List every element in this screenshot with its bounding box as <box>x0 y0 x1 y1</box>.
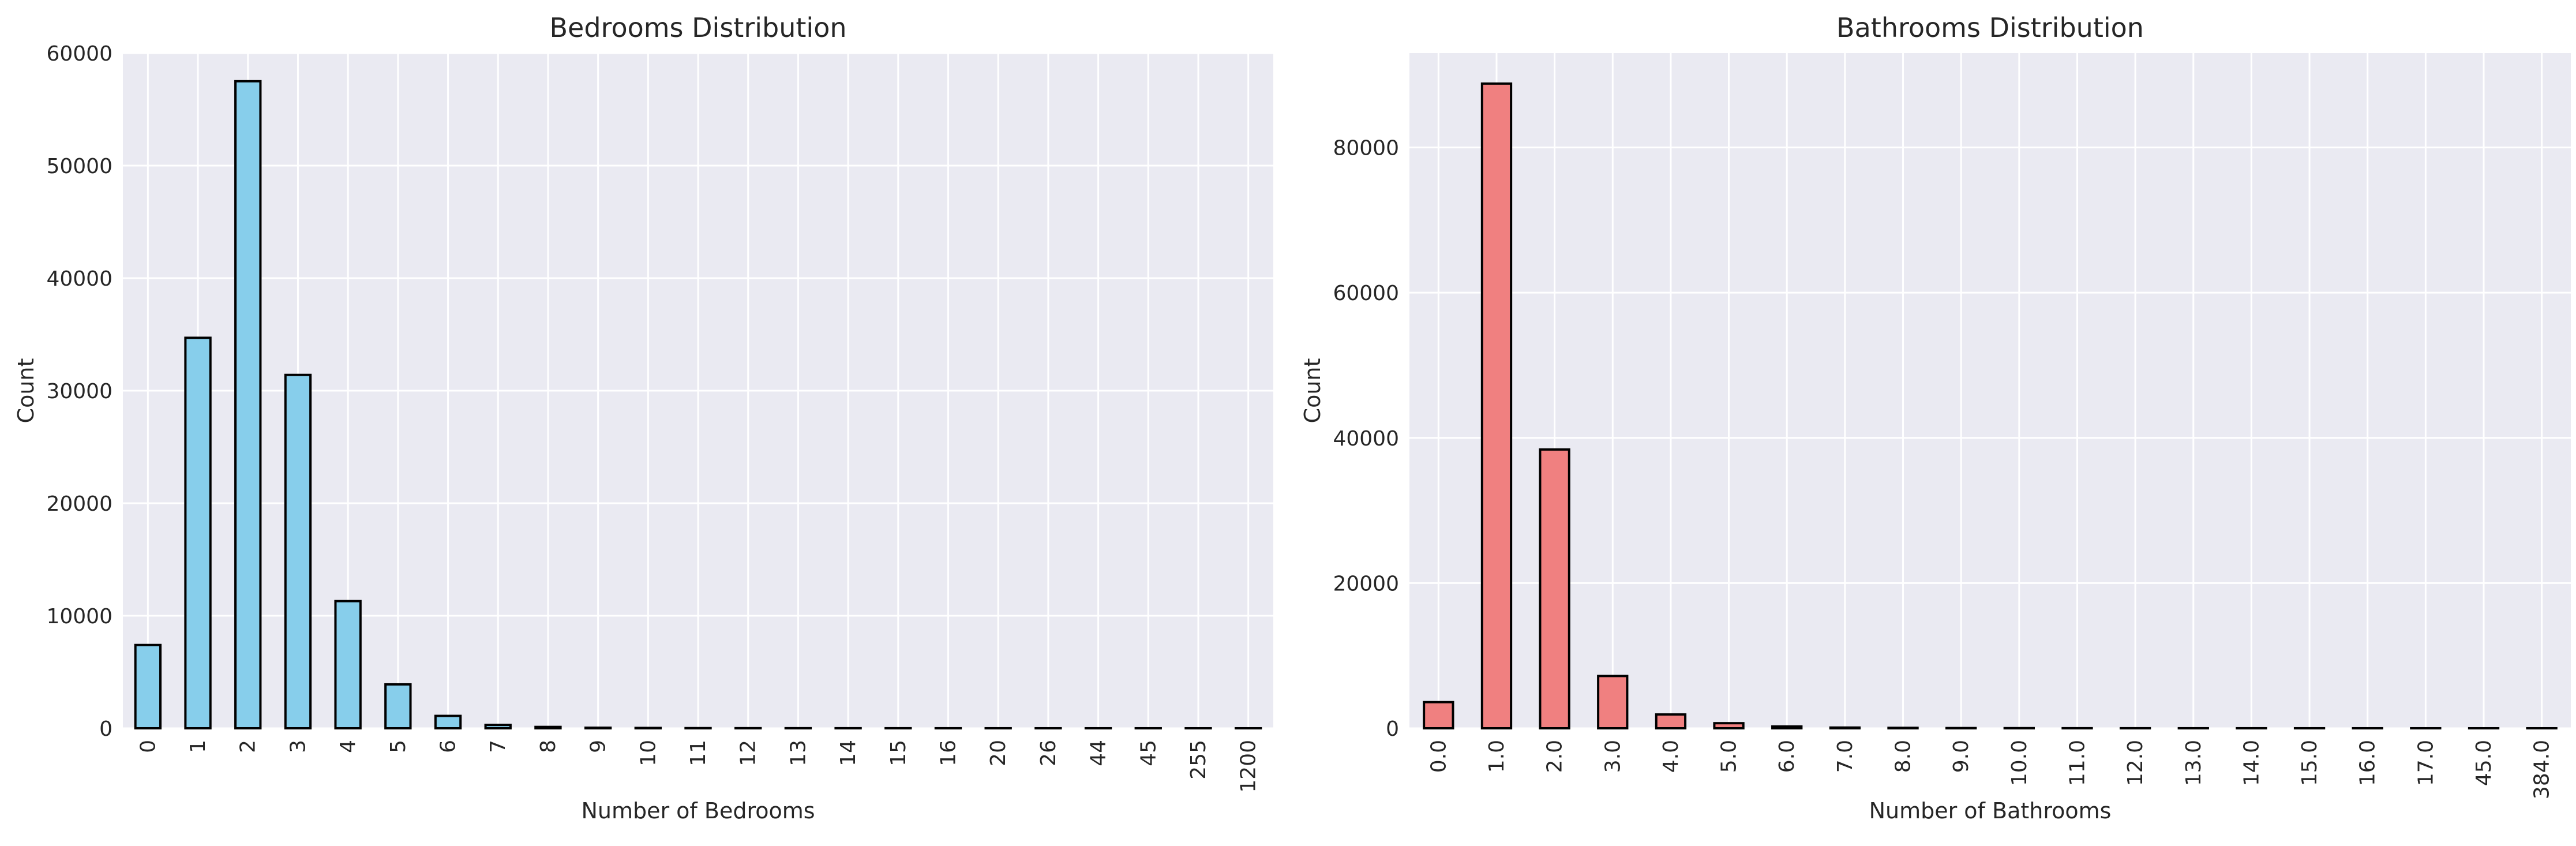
bathrooms-x-tick-label: 13.0 <box>2182 740 2206 786</box>
bathrooms-bar-3.0 <box>1597 675 1629 729</box>
bathrooms-x-ticks: 0.0 1.0 2.0 3.0 4.0 5.0 6.0 7.0 8.0 9.0 10.0 11.0 12… <box>1427 740 2553 799</box>
bathrooms-x-tick-label: 2.0 <box>1543 740 1567 773</box>
bathrooms-x-tick-label: 9.0 <box>1949 740 1973 773</box>
bedrooms-x-tick-label: 1200 <box>1237 740 1261 793</box>
bedrooms-x-tick-label: 1 <box>186 740 210 753</box>
bedrooms-x-tick-label: 26 <box>1037 740 1060 766</box>
bathrooms-bar-5.0 <box>1713 722 1745 730</box>
bedrooms-x-tick-label: 10 <box>636 740 660 766</box>
bedrooms-x-ticks: 0 1 2 3 4 5 6 7 8 9 10 11 12 13 14 15 16 20 26 44 45 255 1200 <box>136 740 1260 793</box>
bedrooms-bar-8 <box>534 725 562 730</box>
bedrooms-x-tick-label: 255 <box>1187 740 1210 780</box>
bedrooms-x-tick-label: 6 <box>437 740 460 753</box>
bedrooms-x-tick-label: 8 <box>537 740 560 753</box>
bedrooms-bars <box>134 80 1262 730</box>
bedrooms-x-axis-label: Number of Bedrooms <box>581 798 815 823</box>
bedrooms-bar-2 <box>234 80 262 729</box>
bedrooms-bar-3 <box>284 373 312 729</box>
bathrooms-x-tick-label: 10.0 <box>2008 740 2031 786</box>
bedrooms-x-tick-label: 16 <box>936 740 960 766</box>
bathrooms-plot-area <box>1409 53 2571 728</box>
bedrooms-y-tick-label: 0 <box>99 717 113 741</box>
bathrooms-bars <box>1423 82 2558 730</box>
bedrooms-y-tick-label: 40000 <box>46 267 113 291</box>
bedrooms-y-tick-label: 10000 <box>46 605 113 628</box>
bedrooms-x-tick-label: 4 <box>336 740 360 753</box>
bathrooms-x-tick-label: 0.0 <box>1427 740 1450 773</box>
bathrooms-x-tick-label: 7.0 <box>1833 740 1857 773</box>
bedrooms-x-tick-label: 0 <box>136 740 160 753</box>
bedrooms-x-tick-label: 2 <box>237 740 260 753</box>
bathrooms-x-tick-label: 384.0 <box>2530 740 2554 799</box>
bathrooms-x-tick-label: 3.0 <box>1601 740 1625 773</box>
bathrooms-x-tick-label: 15.0 <box>2298 740 2322 786</box>
bathrooms-bar-1.0 <box>1480 82 1513 729</box>
bedrooms-x-tick-label: 7 <box>486 740 510 753</box>
bathrooms-x-tick-label: 11.0 <box>2065 740 2089 786</box>
bedrooms-x-tick-label: 5 <box>387 740 410 753</box>
bathrooms-y-tick-label: 60000 <box>1333 282 1399 305</box>
bathrooms-bar-0.0 <box>1423 701 1454 730</box>
bathrooms-bar-2.0 <box>1539 448 1570 729</box>
bathrooms-x-axis-label: Number of Bathrooms <box>1869 798 2112 823</box>
bedrooms-bar-7 <box>484 724 512 730</box>
bedrooms-x-tick-label: 13 <box>786 740 810 766</box>
bathrooms-bar-4.0 <box>1655 713 1687 730</box>
bedrooms-x-tick-label: 45 <box>1137 740 1160 766</box>
bathrooms-x-tick-label: 4.0 <box>1659 740 1683 773</box>
bathrooms-x-tick-label: 45.0 <box>2472 740 2496 786</box>
bedrooms-bar-4 <box>334 600 362 730</box>
bedrooms-x-tick-label: 11 <box>687 740 710 766</box>
bedrooms-x-tick-label: 12 <box>737 740 760 766</box>
bedrooms-y-tick-label: 60000 <box>46 42 113 66</box>
bathrooms-y-tick-label: 0 <box>1386 717 1399 741</box>
bedrooms-x-tick-label: 9 <box>587 740 610 753</box>
bathrooms-x-tick-label: 6.0 <box>1775 740 1799 773</box>
bathrooms-x-tick-label: 17.0 <box>2414 740 2438 786</box>
bathrooms-y-tick-label: 80000 <box>1333 137 1399 160</box>
bedrooms-chart-title: Bedrooms Distribution <box>549 12 846 43</box>
bathrooms-y-axis-label: Count <box>1300 358 1325 424</box>
bedrooms-x-tick-label: 15 <box>887 740 910 766</box>
bedrooms-y-tick-label: 50000 <box>46 155 113 178</box>
bedrooms-y-tick-label: 30000 <box>46 380 113 403</box>
bathrooms-x-tick-label: 14.0 <box>2240 740 2263 786</box>
bedrooms-x-tick-label: 3 <box>286 740 310 753</box>
bathrooms-chart-title: Bathrooms Distribution <box>1836 12 2144 43</box>
bedrooms-x-tick-label: 44 <box>1087 740 1111 766</box>
bedrooms-y-tick-label: 20000 <box>46 492 113 516</box>
bedrooms-bar-5 <box>384 683 412 729</box>
bathrooms-x-tick-label: 12.0 <box>2124 740 2147 786</box>
bathrooms-bar-6.0 <box>1771 725 1803 730</box>
bathrooms-y-tick-label: 20000 <box>1333 572 1399 596</box>
bathrooms-y-tick-label: 40000 <box>1333 427 1399 451</box>
bathrooms-chart: 0 20000 40000 60000 80000 0.0 1.0 2.0 3.0 4.0 5.0… <box>1300 12 2571 823</box>
bedrooms-y-axis-label: Count <box>13 358 39 424</box>
bedrooms-bar-1 <box>184 336 212 729</box>
bedrooms-bar-6 <box>434 714 462 730</box>
bathrooms-x-tick-label: 8.0 <box>1892 740 1915 773</box>
bedrooms-bar-0 <box>134 643 162 729</box>
bedrooms-x-tick-label: 20 <box>987 740 1010 766</box>
bathrooms-x-tick-label: 5.0 <box>1718 740 1741 773</box>
bedrooms-x-tick-label: 14 <box>837 740 860 766</box>
bedrooms-y-ticks: 0 10000 20000 30000 40000 50000 60000 <box>46 42 113 741</box>
bathrooms-y-ticks: 0 20000 40000 60000 80000 <box>1333 137 1399 741</box>
bathrooms-x-tick-label: 1.0 <box>1485 740 1509 773</box>
bathrooms-x-tick-label: 16.0 <box>2356 740 2380 786</box>
